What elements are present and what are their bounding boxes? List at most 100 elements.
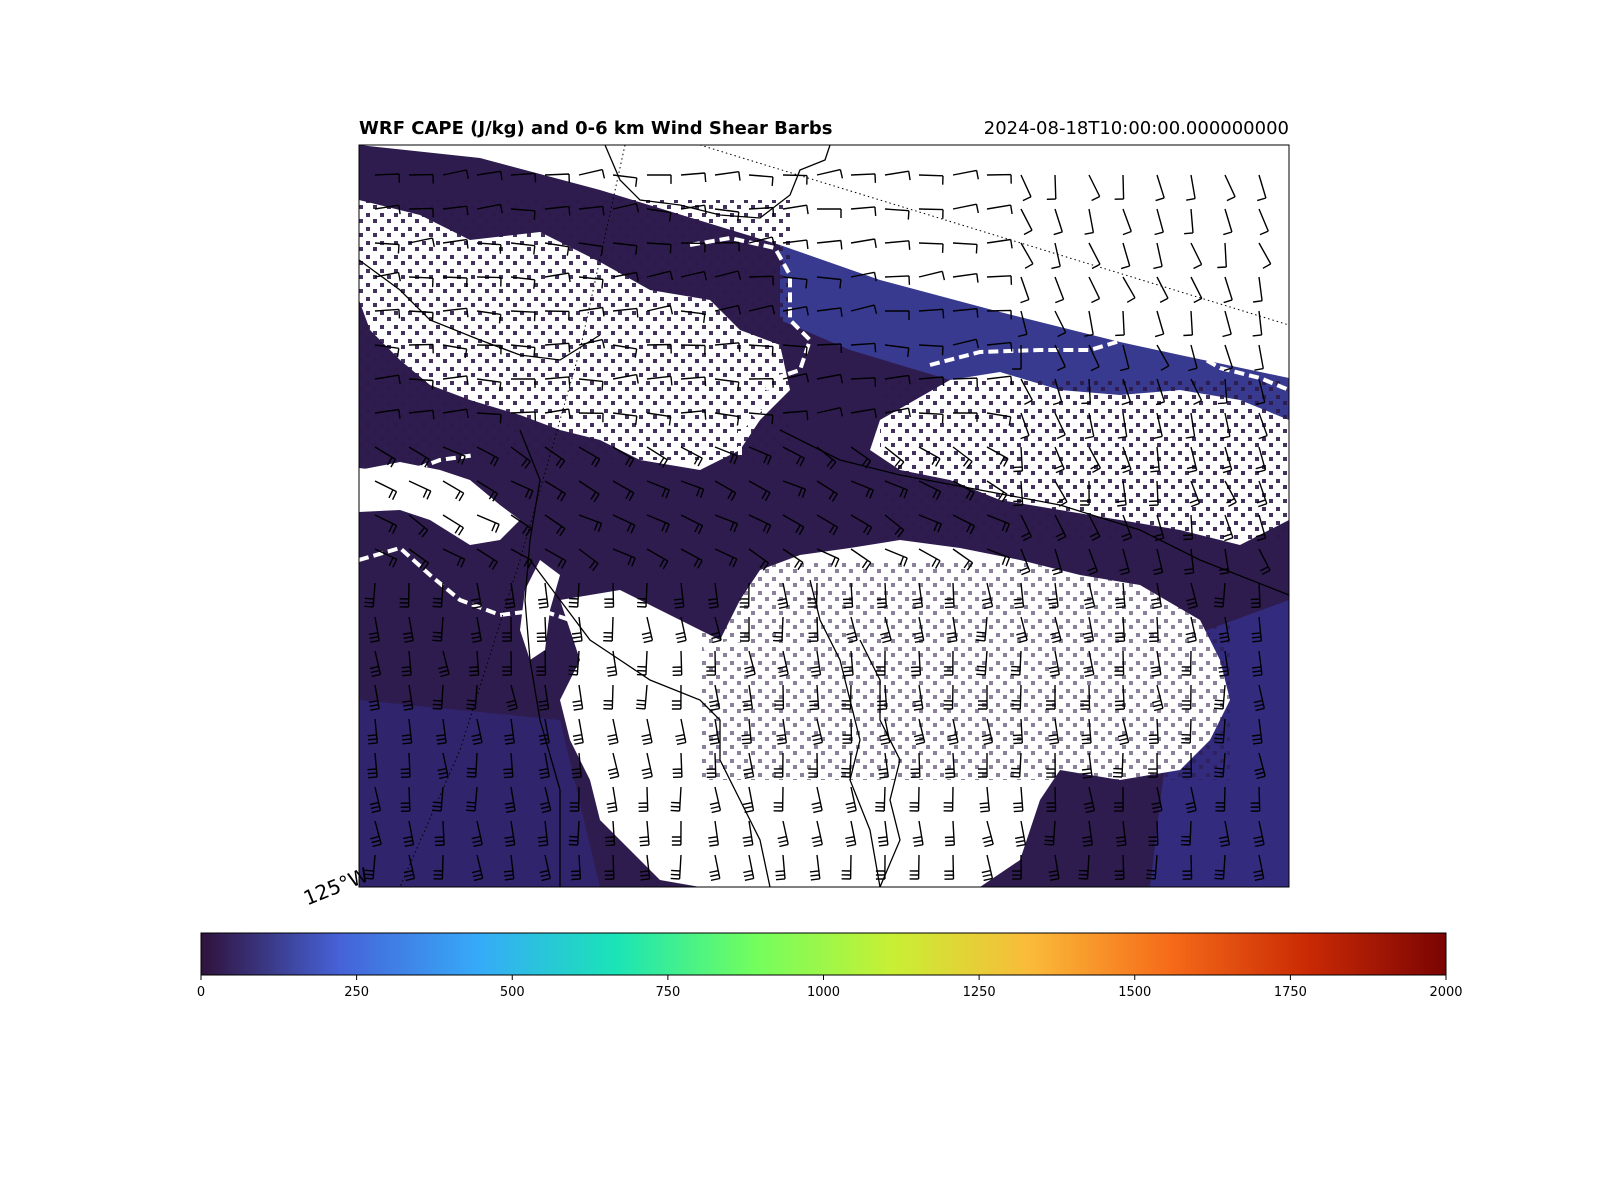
wind-barb <box>1083 582 1096 610</box>
wind-barb <box>1082 616 1095 643</box>
wind-barb <box>742 786 755 813</box>
wind-barb <box>748 548 770 571</box>
wind-barb <box>476 170 503 181</box>
wind-barb <box>850 377 877 387</box>
wind-barb <box>943 786 954 812</box>
wind-barb <box>986 173 1012 184</box>
wind-barb <box>850 238 877 249</box>
wind-barb <box>1250 582 1261 609</box>
wind-barb <box>1258 412 1268 440</box>
wind-barb <box>1088 276 1101 304</box>
wind-barb <box>1016 616 1028 644</box>
wind-barb <box>885 310 910 320</box>
wind-barb <box>1148 718 1159 745</box>
wind-barb <box>1151 786 1163 813</box>
wind-barb <box>952 412 978 422</box>
wind-barb <box>442 169 470 179</box>
wind-barb <box>986 275 1013 285</box>
wind-barb <box>1020 412 1030 440</box>
wind-barb <box>544 514 566 537</box>
wind-barb <box>646 514 670 533</box>
wind-barb <box>510 208 536 220</box>
wind-barb <box>708 582 719 609</box>
wind-barb <box>403 820 415 847</box>
wind-barb <box>612 174 638 187</box>
wind-barb <box>1051 242 1061 270</box>
wind-barb <box>612 344 638 358</box>
wind-barb <box>612 242 638 255</box>
colorbar-tick-label: 1250 <box>962 985 996 1000</box>
wind-barb <box>680 410 707 420</box>
wind-barb <box>918 480 942 500</box>
wind-barb <box>1088 344 1100 372</box>
wind-barb <box>442 548 466 568</box>
wind-barb <box>544 480 566 502</box>
wind-barb <box>578 276 604 289</box>
wind-barb <box>1081 718 1092 745</box>
wind-barb <box>1014 820 1027 847</box>
wind-barb <box>469 650 480 677</box>
wind-barb <box>1153 514 1165 542</box>
map-frame <box>358 144 1290 888</box>
wind-barb <box>578 480 600 503</box>
wind-barb <box>1044 820 1056 846</box>
wind-barb <box>442 408 469 419</box>
coastlines <box>359 145 1289 887</box>
wind-barb <box>952 377 978 388</box>
wind-barb <box>408 378 434 390</box>
wind-barb <box>714 514 739 533</box>
wind-barb <box>748 344 774 356</box>
wind-barb <box>952 514 976 535</box>
wind-barb <box>612 446 635 468</box>
cape-contour-left-mid <box>359 453 476 478</box>
wind-barb <box>578 338 606 349</box>
wind-barb <box>918 344 944 356</box>
wind-barb <box>476 310 502 324</box>
wind-barb <box>476 276 502 287</box>
wind-barb <box>810 650 822 677</box>
wind-barb <box>1083 786 1096 814</box>
wind-barb <box>1181 718 1192 744</box>
wind-barb <box>1251 616 1262 643</box>
wind-barb <box>1020 378 1033 406</box>
wind-barb <box>1120 446 1132 474</box>
wind-barb <box>671 684 682 710</box>
wind-barb <box>1222 514 1234 542</box>
wind-barb <box>1010 650 1022 676</box>
wind-barb <box>782 174 808 185</box>
wind-barb <box>1156 344 1170 371</box>
wind-barb <box>1152 548 1164 576</box>
wind-barb <box>432 684 444 710</box>
wind-barb <box>612 373 639 384</box>
wind-barb <box>850 206 877 216</box>
wind-barb <box>1121 514 1133 542</box>
wind-barb <box>636 582 648 608</box>
wind-barb <box>1154 208 1164 236</box>
wind-barb <box>1114 616 1126 643</box>
wind-barb <box>1218 650 1230 677</box>
wind-barb <box>1185 616 1197 644</box>
wind-barb <box>850 446 872 469</box>
wind-barb <box>884 407 911 418</box>
wind-barb <box>1084 412 1095 439</box>
wind-barb <box>1258 242 1272 269</box>
wind-barb <box>986 375 1013 386</box>
wind-barb <box>1020 242 1034 269</box>
wind-barb <box>646 412 672 426</box>
wind-barb <box>1088 514 1101 542</box>
wind-barb <box>782 548 804 571</box>
wind-barb <box>402 616 414 643</box>
wind-barb <box>672 752 683 778</box>
wind-barb <box>675 616 687 644</box>
no-data-corner <box>359 145 1289 378</box>
wind-barb <box>675 718 687 745</box>
wind-barb <box>952 169 979 180</box>
wind-barb <box>884 446 905 470</box>
wind-barb <box>639 854 651 881</box>
cape-contours <box>359 235 1289 653</box>
wind-barb <box>1214 752 1226 778</box>
wind-barb <box>504 786 516 813</box>
wind-barb <box>1088 446 1102 474</box>
wind-barb <box>1053 208 1063 236</box>
wind-barb <box>1046 752 1056 778</box>
